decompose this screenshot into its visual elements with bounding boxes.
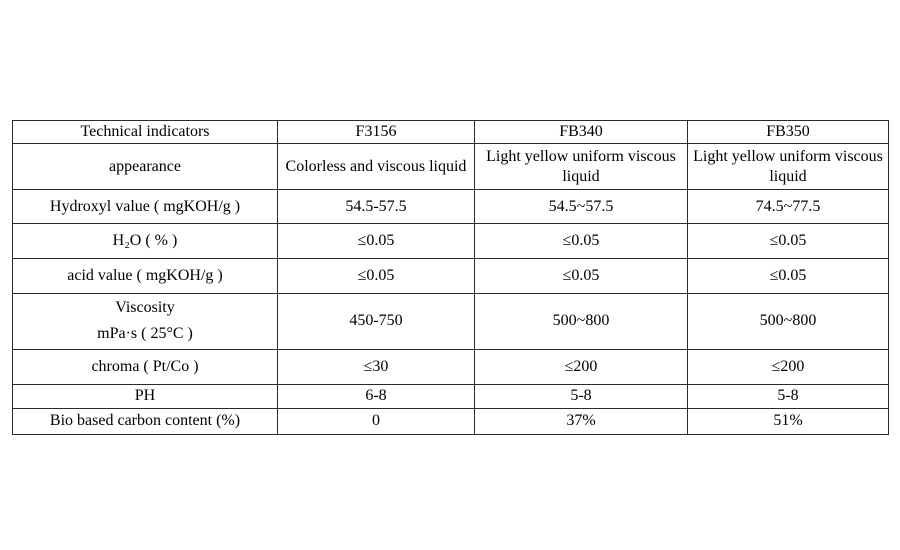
table-row: Viscosity mPa·s ( 25°C ) 450-750 500~800 50… (12, 293, 889, 350)
column-header-technical-indicators: Technical indicators (12, 120, 278, 144)
value-cell: 51% (687, 407, 889, 435)
value-cell: ≤200 (687, 348, 889, 385)
value-cell: ≤30 (277, 348, 475, 385)
column-header-f3156: F3156 (277, 120, 475, 144)
row-label-cell: Viscosity mPa·s ( 25°C ) (12, 293, 278, 350)
header-row: Technical indicators F3156 FB340 FB350 (12, 120, 889, 144)
value-cell: ≤0.05 (687, 223, 889, 259)
value-cell: ≤0.05 (277, 258, 475, 294)
table-row: Bio based carbon content (%) 0 37% 51% (12, 407, 889, 435)
row-label-cell: Bio based carbon content (%) (12, 407, 278, 435)
table-row: H₂O ( % ) ≤0.05 ≤0.05 ≤0.05 (12, 223, 889, 259)
row-label-cell: Hydroxyl value ( mgKOH/g ) (12, 189, 278, 224)
table-row: chroma ( Pt/Co ) ≤30 ≤200 ≤200 (12, 348, 889, 385)
value-cell: 500~800 (687, 293, 889, 350)
value-cell: 74.5~77.5 (687, 189, 889, 224)
value-cell: 37% (474, 407, 688, 435)
table-row: appearance Colorless and viscous liquid Li… (12, 143, 889, 190)
value-cell: Colorless and viscous liquid (277, 143, 475, 190)
value-cell: ≤200 (474, 348, 688, 385)
value-cell: 500~800 (474, 293, 688, 350)
value-cell: 5-8 (474, 383, 688, 409)
table-row: acid value ( mgKOH/g ) ≤0.05 ≤0.05 ≤0.05 (12, 258, 889, 294)
row-label-cell: acid value ( mgKOH/g ) (12, 258, 278, 294)
value-cell: ≤0.05 (474, 223, 688, 259)
value-cell: 54.5-57.5 (277, 189, 475, 224)
table-row: PH 6-8 5-8 5-8 (12, 383, 889, 409)
value-cell: 5-8 (687, 383, 889, 409)
value-cell: 6-8 (277, 383, 475, 409)
value-cell: Light yellow uniform viscous liquid (687, 143, 889, 190)
value-cell: ≤0.05 (687, 258, 889, 294)
technical-indicators-table: Technical indicators F3156 FB340 FB350 a… (12, 120, 889, 435)
row-label-cell: chroma ( Pt/Co ) (12, 348, 278, 385)
row-label-cell: H₂O ( % ) (12, 223, 278, 259)
value-cell: 450-750 (277, 293, 475, 350)
row-label-cell: PH (12, 383, 278, 409)
value-cell: ≤0.05 (277, 223, 475, 259)
value-cell: 0 (277, 407, 475, 435)
value-cell: 54.5~57.5 (474, 189, 688, 224)
table-row: Hydroxyl value ( mgKOH/g ) 54.5-57.5 54.5~… (12, 189, 889, 224)
column-header-fb340: FB340 (474, 120, 688, 144)
column-header-fb350: FB350 (687, 120, 889, 144)
value-cell: Light yellow uniform viscous liquid (474, 143, 688, 190)
row-label-cell: appearance (12, 143, 278, 190)
value-cell: ≤0.05 (474, 258, 688, 294)
